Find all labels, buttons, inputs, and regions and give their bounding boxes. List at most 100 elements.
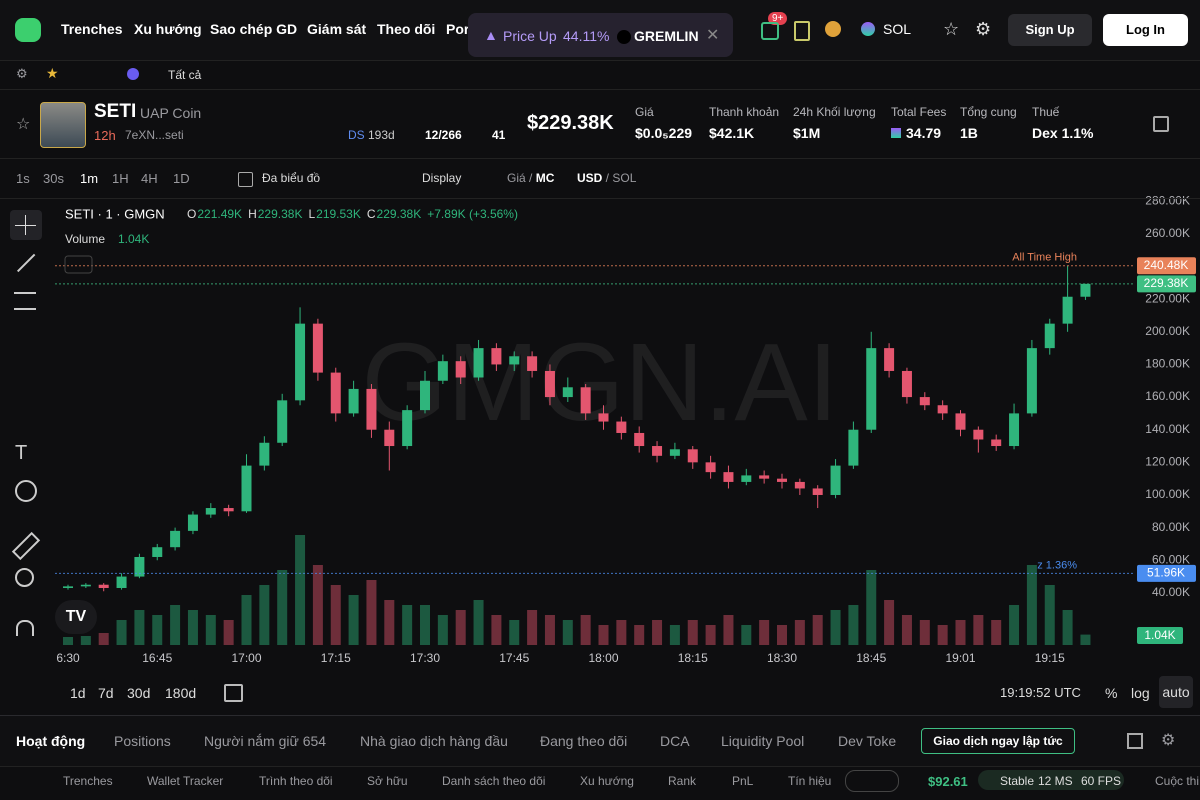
filter[interactable]: Tất cả xyxy=(168,68,202,82)
volume-bar xyxy=(562,620,573,645)
display[interactable]: Display xyxy=(422,171,462,185)
marker-label: All Time High xyxy=(1012,252,1077,264)
star-icon[interactable]: ★ xyxy=(46,65,59,81)
footer-link[interactable]: Wallet Tracker xyxy=(147,774,224,788)
interval[interactable]: 4H xyxy=(141,171,158,186)
volume-bar xyxy=(937,625,948,645)
star-icon[interactable]: ☆ xyxy=(16,116,31,133)
candle-body xyxy=(830,465,841,495)
footer-link[interactable]: Rank xyxy=(668,774,697,788)
interval[interactable]: 30s xyxy=(43,171,64,186)
settings-icon[interactable]: ⚙ xyxy=(975,19,992,39)
badge: 9+ xyxy=(768,12,788,25)
scale-option[interactable]: log xyxy=(1131,685,1150,701)
collapse-button[interactable] xyxy=(64,255,93,274)
ds[interactable]: DS xyxy=(348,128,365,142)
chain-icon[interactable] xyxy=(127,68,139,80)
volume-bar xyxy=(384,600,395,645)
tab[interactable]: Liquidity Pool xyxy=(721,733,805,749)
multi-chart[interactable]: Đa biểu đồ xyxy=(262,171,321,185)
tab[interactable]: DCA xyxy=(660,733,690,749)
volume-bar xyxy=(259,585,270,645)
icon[interactable] xyxy=(825,21,841,37)
icon[interactable] xyxy=(794,21,810,41)
candle-body xyxy=(741,475,752,482)
zoom-tool[interactable] xyxy=(15,568,34,587)
text-tool[interactable]: T xyxy=(15,442,28,464)
range[interactable]: 180d xyxy=(165,685,197,701)
scale-option[interactable]: auto xyxy=(1159,676,1193,708)
currency[interactable]: USD / SOL xyxy=(577,171,637,185)
range[interactable]: 30d xyxy=(127,685,151,701)
nav-item[interactable]: Por xyxy=(446,21,470,37)
footer-link[interactable]: Xu hướng xyxy=(580,774,634,788)
tab[interactable]: Nhà giao dịch hàng đầu xyxy=(360,733,508,749)
range[interactable]: 1d xyxy=(70,685,86,701)
nav-item[interactable]: Sao chép GD xyxy=(210,21,298,37)
icon[interactable] xyxy=(761,22,779,40)
support[interactable]: Cuộc thi xyxy=(1155,774,1200,788)
y-tick-label: 220.00K xyxy=(1145,291,1190,305)
interval[interactable]: 1H xyxy=(112,171,129,186)
signup-button[interactable]: Sign Up xyxy=(1008,14,1092,46)
footer-link[interactable]: Danh sách theo dõi xyxy=(442,774,546,788)
clock: 19:19:52 UTC xyxy=(1000,685,1081,700)
candle-body xyxy=(705,462,716,473)
wallet-pill[interactable] xyxy=(845,770,899,792)
tab[interactable]: Đang theo dõi xyxy=(540,733,628,749)
candle-body xyxy=(937,405,948,414)
close-icon[interactable]: ✕ xyxy=(706,27,720,44)
volume-bar xyxy=(1080,634,1091,645)
tab[interactable]: Người nắm giữ 654 xyxy=(204,733,327,749)
candle-body xyxy=(330,372,341,414)
toast[interactable]: ▲ Price Up 44.11% GREMLIN ✕ xyxy=(468,13,733,57)
interval[interactable]: 1m xyxy=(80,171,99,186)
interval[interactable]: 1s xyxy=(16,171,30,186)
nav-item[interactable]: Giám sát xyxy=(307,21,367,37)
volume-bar xyxy=(741,625,752,645)
volume-value: 1.04K xyxy=(118,232,149,246)
footer-link[interactable]: Sở hữu xyxy=(367,774,408,788)
nav-item[interactable]: Xu hướng xyxy=(134,21,202,37)
tab[interactable]: Hoạt động xyxy=(16,733,86,749)
candle-body xyxy=(384,429,395,447)
emoji-tool[interactable] xyxy=(15,480,37,502)
footer-link[interactable]: Tín hiệu xyxy=(788,774,832,788)
magnet-tool[interactable] xyxy=(16,620,34,636)
volume-bar xyxy=(116,620,127,645)
footer-link[interactable]: Trenches xyxy=(63,774,113,788)
tab[interactable]: Dev Toke xyxy=(838,733,896,749)
footer-link[interactable]: Trình theo dõi xyxy=(259,774,333,788)
login-button[interactable]: Log In xyxy=(1103,14,1188,46)
y-tick-label: 140.00K xyxy=(1145,422,1190,436)
volume-bar xyxy=(205,615,216,645)
chain[interactable]: SOL xyxy=(883,21,912,37)
settings-icon[interactable]: ⚙ xyxy=(16,66,28,81)
scale-option[interactable]: % xyxy=(1105,685,1118,701)
nav-item[interactable]: Trenches xyxy=(61,21,123,37)
tab[interactable]: Positions xyxy=(114,733,171,749)
candle-body xyxy=(598,413,609,422)
toast-token: GREMLIN xyxy=(634,28,699,44)
volume-bar xyxy=(1062,610,1073,645)
star-icon[interactable]: ☆ xyxy=(943,19,960,39)
panel-icon[interactable] xyxy=(1153,116,1169,132)
fib-tool[interactable] xyxy=(14,292,36,310)
tv-logo[interactable]: TV xyxy=(55,600,97,634)
candle-body xyxy=(402,410,413,447)
range[interactable]: 7d xyxy=(98,685,114,701)
layout-icon[interactable] xyxy=(1127,733,1143,749)
logo[interactable] xyxy=(15,18,41,42)
token-address[interactable]: 7eXN...seti xyxy=(125,128,184,142)
candle-body xyxy=(527,356,538,371)
checkbox[interactable] xyxy=(238,172,253,187)
candle-body xyxy=(848,429,859,466)
price-mode[interactable]: Giá / MC xyxy=(507,171,555,185)
interval[interactable]: 1D xyxy=(173,171,190,186)
nav-item[interactable]: Theo dõi xyxy=(377,21,436,37)
trade-button[interactable]: Giao dịch ngay lập tức xyxy=(921,728,1075,754)
calendar-icon[interactable] xyxy=(224,684,243,702)
footer-link[interactable]: PnL xyxy=(732,774,754,788)
settings-icon[interactable]: ⚙ xyxy=(1161,732,1176,749)
ohlc-key: H xyxy=(248,207,257,221)
